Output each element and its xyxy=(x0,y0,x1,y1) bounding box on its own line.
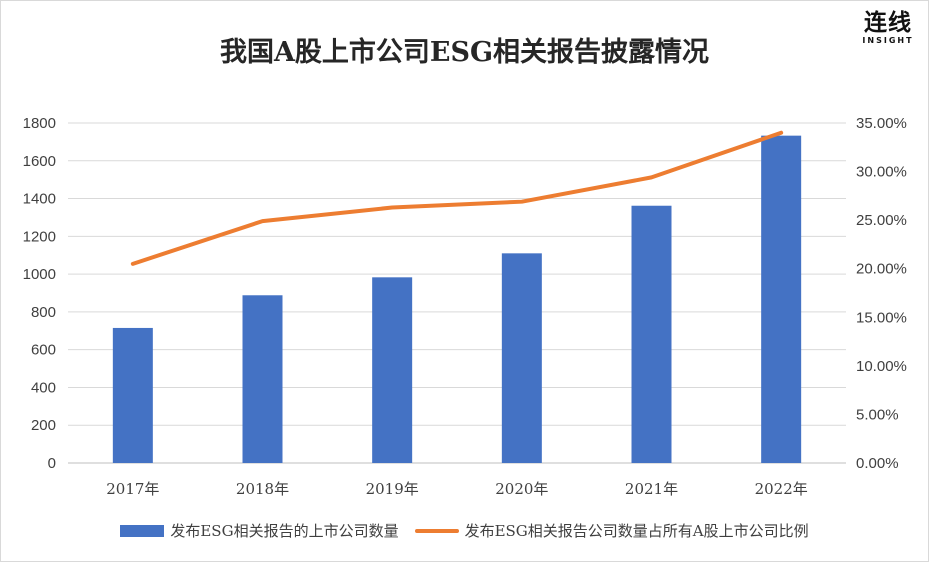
y-right-tick-label: 10.00% xyxy=(856,358,907,375)
y-left-tick-label: 600 xyxy=(31,342,56,359)
chart-title: 我国A股上市公司ESG相关报告披露情况 xyxy=(219,37,710,68)
legend-bar-swatch xyxy=(120,524,165,537)
x-tick-label: 2019年 xyxy=(366,480,419,498)
legend: 发布ESG相关报告的上市公司数量 发布ESG相关报告公司数量占所有A股上市公司比… xyxy=(0,520,929,541)
y-left-tick-label: 1800 xyxy=(23,115,56,132)
line-point xyxy=(261,219,264,223)
series-line xyxy=(130,130,784,266)
legend-item-line: 发布ESG相关报告公司数量占所有A股上市公司比例 xyxy=(414,520,809,541)
y-right-axis: 0.00% 5.00% 10.00% 15.00% 20.00% 25.00% 30.00%… xyxy=(856,115,907,472)
y-left-tick-label: 1400 xyxy=(23,191,56,208)
x-axis: 2017年 2018年 2019年 2020年 2021年 2022年 xyxy=(106,480,808,498)
y-left-tick-label: 400 xyxy=(31,379,56,396)
y-left-tick-label: 1600 xyxy=(23,153,56,170)
y-left-tick-label: 1000 xyxy=(23,266,56,283)
bar xyxy=(631,205,672,463)
y-left-tick-label: 200 xyxy=(31,417,56,434)
bar-series xyxy=(112,135,802,463)
x-tick-label: 2018年 xyxy=(236,480,289,498)
line-point xyxy=(131,262,135,266)
x-tick-label: 2017年 xyxy=(106,480,159,498)
y-left-tick-label: 0 xyxy=(48,455,56,472)
legend-line-swatch xyxy=(414,528,459,533)
gridlines xyxy=(68,122,846,464)
line-point xyxy=(779,131,783,135)
line-series xyxy=(130,130,784,266)
x-tick-label: 2020年 xyxy=(495,480,548,498)
logo-sub-text: INSIGHT xyxy=(862,36,914,45)
bar xyxy=(372,277,413,463)
bar xyxy=(112,327,153,463)
y-right-tick-label: 30.00% xyxy=(856,164,907,181)
y-left-tick-label: 800 xyxy=(31,304,56,321)
y-right-tick-label: 20.00% xyxy=(856,261,907,278)
line-point xyxy=(390,206,394,210)
y-right-tick-label: 5.00% xyxy=(856,406,899,423)
x-tick-label: 2022年 xyxy=(755,480,808,498)
y-right-tick-label: 0.00% xyxy=(856,455,899,472)
legend-bar-label: 发布ESG相关报告的上市公司数量 xyxy=(170,522,399,540)
legend-item-bar: 发布ESG相关报告的上市公司数量 xyxy=(120,520,399,541)
line-point xyxy=(650,175,653,179)
y-right-tick-label: 35.00% xyxy=(856,115,907,132)
y-right-tick-label: 25.00% xyxy=(856,212,907,229)
line-point xyxy=(520,200,524,204)
bar xyxy=(242,295,283,463)
logo-main-text: 连线 xyxy=(864,10,912,36)
y-left-axis: 0 200 400 600 800 1000 1200 1400 1600 1800 xyxy=(23,115,56,472)
brand-logo: 连线 INSIGHT xyxy=(856,10,920,45)
legend-line-label: 发布ESG相关报告公司数量占所有A股上市公司比例 xyxy=(464,522,809,540)
x-tick-label: 2021年 xyxy=(625,480,678,498)
y-left-tick-label: 1200 xyxy=(23,228,56,245)
y-right-tick-label: 15.00% xyxy=(856,309,907,326)
bar xyxy=(761,135,802,463)
bar xyxy=(501,253,542,463)
